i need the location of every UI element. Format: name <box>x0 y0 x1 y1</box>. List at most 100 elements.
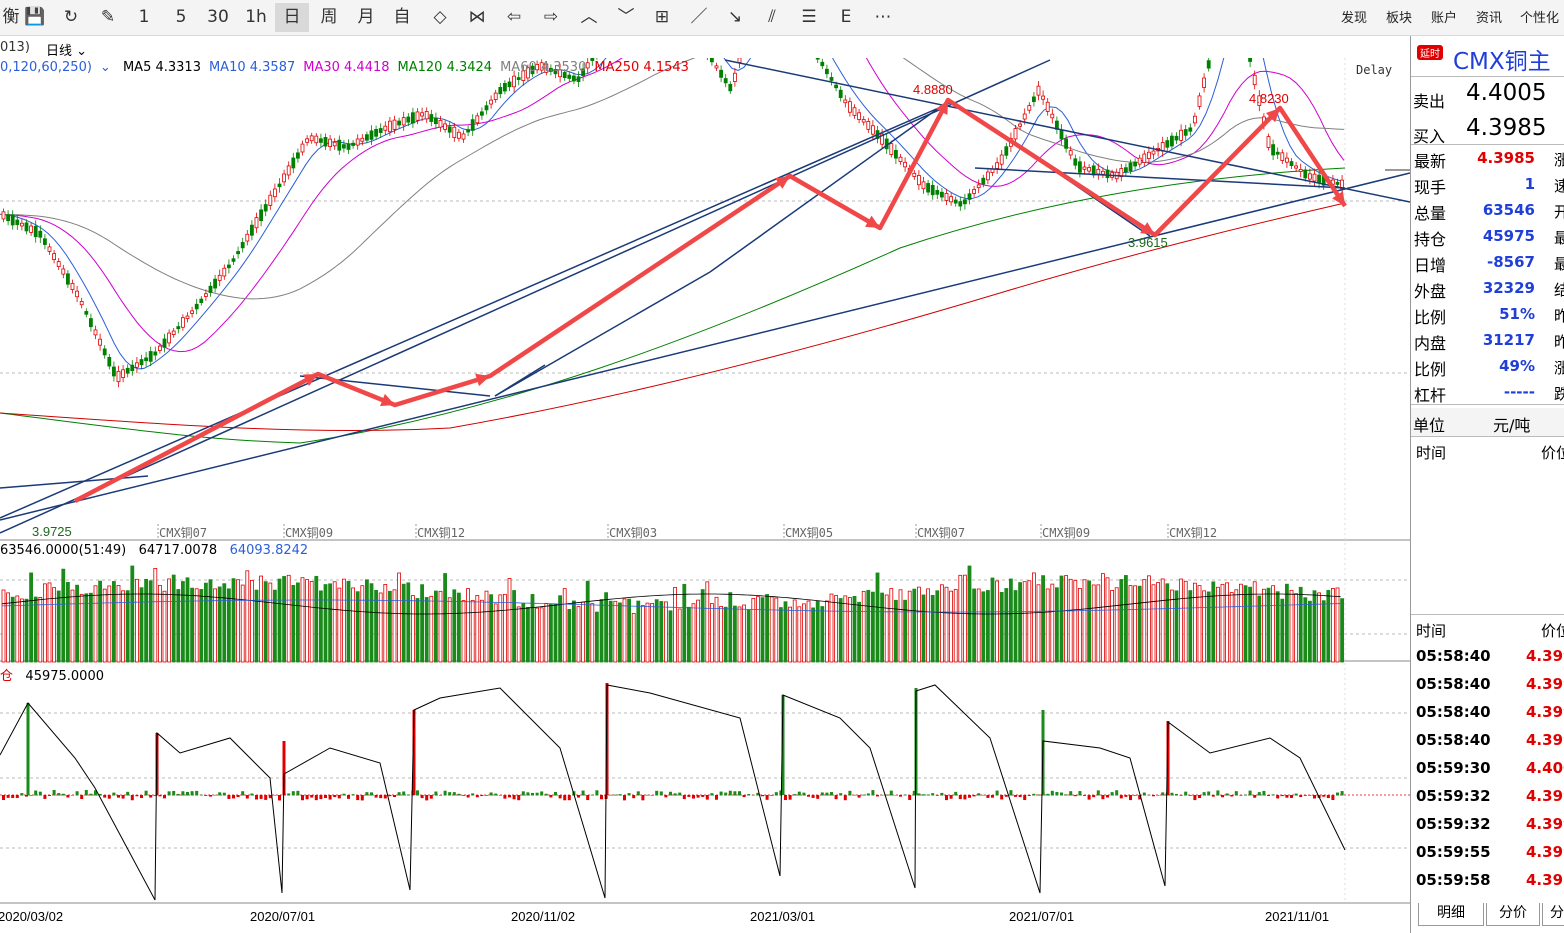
oi-change-bar <box>871 790 875 796</box>
period-day[interactable]: 日 <box>275 3 309 32</box>
oi-change-bar <box>195 790 199 796</box>
volume-bar <box>1151 584 1156 663</box>
menu-2[interactable]: 账户 <box>1431 11 1458 26</box>
tick-row[interactable]: 05:58:40 4.399 <box>1411 647 1564 673</box>
tab-0[interactable]: 明细 <box>1418 903 1484 926</box>
tick-row[interactable]: 05:59:32 4.399 <box>1411 815 1564 841</box>
candle-body <box>213 278 218 289</box>
candle-body <box>972 189 976 194</box>
volume-bar <box>691 603 696 663</box>
tab-1[interactable]: 分价 <box>1486 903 1540 926</box>
candle-body <box>346 143 351 150</box>
ma-params[interactable]: 0,120,60,250) ⌄ <box>0 60 111 75</box>
period-30[interactable]: 30 <box>207 7 229 27</box>
menu-0[interactable]: 发现 <box>1341 11 1368 26</box>
bid-price: 4.3985 <box>1466 115 1547 141</box>
fibonacci-icon[interactable]: ☰ <box>801 7 817 27</box>
volume-bar <box>318 590 323 663</box>
quote-row: 内盘 31217 昨 <box>1411 328 1564 354</box>
candle-body <box>1105 169 1110 179</box>
layout-icon[interactable]: ⊞ <box>654 7 670 27</box>
oi-change-bar <box>130 795 134 801</box>
menu-4[interactable]: 个性化 <box>1520 11 1560 26</box>
quote-row-label: 比例 <box>1414 308 1447 327</box>
volume-bar <box>397 572 402 663</box>
line-tool-icon[interactable]: ／ <box>690 7 708 27</box>
candle-body <box>484 105 489 111</box>
volume-bar <box>654 599 659 663</box>
draw-tool-icon[interactable]: ✎ <box>100 7 116 27</box>
volume-bar <box>590 603 595 663</box>
period-1[interactable]: 1 <box>138 7 150 27</box>
volume-bar <box>1018 582 1022 663</box>
volume-bar <box>89 592 93 663</box>
candle-body <box>176 326 181 330</box>
period-5[interactable]: 5 <box>175 7 187 27</box>
volume-bar <box>1206 591 1211 663</box>
period-week[interactable]: 周 <box>320 7 338 27</box>
oi-change-bar <box>949 795 953 799</box>
oi-change-bar <box>1175 793 1178 796</box>
candle-body <box>1248 58 1252 62</box>
period-custom[interactable]: 自 <box>393 7 411 27</box>
candle-body <box>443 123 448 130</box>
oi-change-bar <box>301 795 304 801</box>
oi-change-bar <box>549 795 553 798</box>
oi-change-bar <box>140 795 143 798</box>
save-icon[interactable]: 💾 <box>24 7 46 27</box>
candle-body <box>1073 158 1078 166</box>
text-tool-icon[interactable]: E <box>840 7 852 27</box>
oi-change-bar <box>816 795 820 799</box>
oi-change-bar <box>586 795 590 801</box>
arrow-left-icon[interactable]: ⇦ <box>506 7 522 27</box>
tick-row[interactable]: 05:59:30 4.400 <box>1411 759 1564 785</box>
candle-body <box>475 115 480 124</box>
tick-row[interactable]: 05:59:32 4.399 <box>1411 787 1564 813</box>
refresh-icon[interactable]: ↻ <box>63 7 79 27</box>
period-selector[interactable]: 日线 ⌄ <box>46 40 87 59</box>
period-1h[interactable]: 1h <box>245 7 267 27</box>
oi-change-bar <box>190 791 194 796</box>
volume-bar <box>157 584 162 663</box>
oi-change-bar <box>512 795 516 800</box>
menu-3[interactable]: 资讯 <box>1476 11 1503 26</box>
more-icon[interactable]: ⋯ <box>874 7 892 27</box>
ray-tool-icon[interactable]: ↘ <box>727 7 743 27</box>
volume-bar <box>259 575 264 663</box>
oi-change-bar <box>1267 795 1270 796</box>
oi-change-bar <box>517 795 521 801</box>
contract-label: CMX铜03 <box>609 525 657 540</box>
tab-2[interactable]: 分 <box>1542 903 1564 926</box>
tick-row[interactable]: 05:58:40 4.399 <box>1411 703 1564 729</box>
volume-bar <box>1271 585 1275 663</box>
volume-bar <box>148 580 153 663</box>
tick-row[interactable]: 05:58:40 4.399 <box>1411 731 1564 757</box>
quote-row: 比例 51% 昨 <box>1411 302 1564 328</box>
volume-bar <box>572 600 576 663</box>
candle-body <box>1183 129 1188 136</box>
zoom-in-icon[interactable]: ◇ <box>433 7 447 27</box>
tick-row[interactable]: 05:58:40 4.399 <box>1411 675 1564 701</box>
tick-row[interactable]: 05:59:58 4.398 <box>1411 871 1564 897</box>
candle-body <box>521 70 526 81</box>
volume-bar <box>512 590 516 663</box>
volume-bar <box>282 576 287 663</box>
parallel-tool-icon[interactable]: ⫽ <box>768 7 776 27</box>
volume-bar <box>268 582 273 663</box>
period-month[interactable]: 月 <box>357 7 375 27</box>
oi-change-bar <box>351 794 355 796</box>
candle-body <box>1124 167 1128 173</box>
oi-change-bar <box>471 793 475 796</box>
menu-1[interactable]: 板块 <box>1386 11 1413 26</box>
oi-change-bar <box>535 792 539 796</box>
oi-change-bar <box>360 795 364 801</box>
oi-change-bar <box>218 792 222 796</box>
partial-icon[interactable]: 衡 <box>2 7 20 27</box>
contract-label: CMX铜12 <box>1169 525 1217 540</box>
zoom-out-icon[interactable]: ⋈ <box>468 7 486 27</box>
arrow-up-icon[interactable]: ︿ <box>580 7 598 27</box>
chart-area[interactable]: 4.8880 4.8230 3.9615 3.9725 CMX铜07 CMX铜09 CMX铜… <box>0 58 1410 933</box>
arrow-down-icon[interactable]: ﹀ <box>617 7 635 27</box>
tick-row[interactable]: 05:59:55 4.399 <box>1411 843 1564 869</box>
arrow-right-icon[interactable]: ⇨ <box>543 7 559 27</box>
